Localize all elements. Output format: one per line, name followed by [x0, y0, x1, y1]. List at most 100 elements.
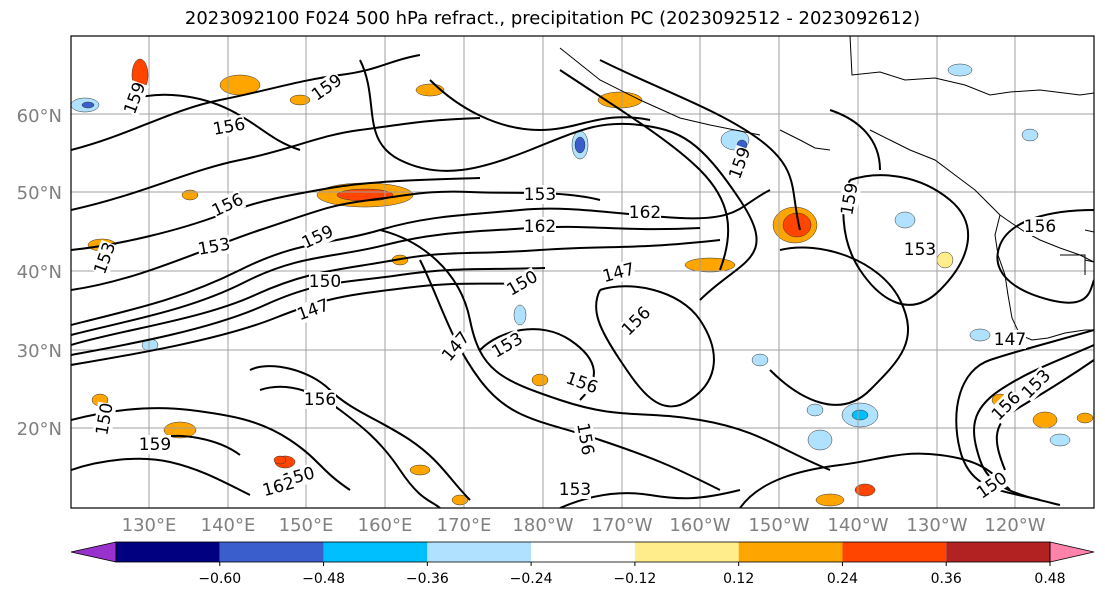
coastlines: [559, 36, 1094, 341]
contour-label-bg: [573, 421, 598, 457]
lon-label-150w: 150°W: [748, 515, 809, 536]
precip-patch: [806, 403, 824, 417]
contour-label-bg: [994, 330, 1026, 349]
contour-label: 162: [629, 203, 661, 223]
colorbar-cell: [427, 542, 532, 562]
colorbar-frame: [115, 541, 1051, 563]
colorbar-tick-label: 0.36: [931, 571, 962, 587]
contour-label-bg: [503, 267, 541, 300]
precip-patch: [531, 373, 549, 387]
contour-label-bg: [196, 234, 232, 259]
lon-label-120w: 120°W: [984, 515, 1045, 536]
contour-label-bg: [629, 203, 661, 222]
colorbar-tick-label: 0.48: [1034, 571, 1065, 587]
colorbar-cell: [842, 542, 947, 562]
contour-label-bg: [1024, 217, 1056, 236]
lon-label-140w: 140°W: [827, 515, 888, 536]
colorbar-tick-label: −0.60: [198, 571, 241, 587]
contour-label-bg: [304, 390, 336, 409]
contour-label: 159: [139, 435, 171, 455]
lon-label-140e: 140°E: [201, 515, 256, 536]
precip-patch: [513, 304, 527, 326]
precip-patch: [1032, 411, 1058, 429]
lon-label-170e: 170°E: [437, 515, 492, 536]
map-panel: 1591591561531561591501471531621621591531…: [70, 35, 1095, 509]
contour-label-bg: [260, 473, 297, 501]
contour-label-bg: [299, 221, 337, 253]
lat-label-30n: 30°N: [17, 341, 62, 362]
precip-patch: [574, 136, 586, 154]
colorbar-tick-label: −0.48: [302, 571, 345, 587]
lon-label-160e: 160°E: [358, 515, 413, 536]
contour-label-bg: [563, 368, 601, 398]
contour-lines: [71, 54, 1094, 508]
colorbar: −0.60 −0.48 −0.36 −0.24 −0.12 0.12 0.24 0.36 0.4…: [70, 541, 1095, 587]
contour-label-bg: [308, 70, 346, 105]
colorbar-arrow-max: [1049, 541, 1095, 563]
contour-label-bg: [139, 435, 171, 454]
contour-label-bg: [309, 272, 341, 291]
contour-label-bg: [988, 388, 1025, 425]
colorbar-tick-label: −0.12: [613, 571, 656, 587]
contour-label-bg: [294, 295, 332, 325]
contour-label-bg: [600, 259, 637, 287]
precip-patch: [289, 94, 311, 106]
precip-patch: [936, 251, 954, 269]
precip-patch: [409, 464, 431, 476]
colorbar-tick-label: 0.12: [723, 571, 754, 587]
contour-label: 153: [904, 240, 936, 260]
precip-patch: [751, 353, 769, 367]
lon-axis: 130°E 140°E 150°E 160°E 170°E 180°W 170°…: [122, 515, 1046, 536]
lat-label-40n: 40°N: [17, 262, 62, 283]
contour-label-bg: [559, 480, 591, 499]
contour-label: 162: [524, 217, 556, 237]
precip-patch: [684, 257, 736, 273]
precip-patch: [1076, 412, 1094, 424]
precip-patch: [815, 493, 845, 507]
colorbar-tick-label: −0.24: [510, 571, 553, 587]
lon-label-170w: 170°W: [591, 515, 652, 536]
contour-label-bg: [618, 303, 655, 340]
precip-patch: [851, 409, 869, 421]
colorbar-tick-label: 0.24: [827, 571, 858, 587]
colorbar-cell: [634, 542, 739, 562]
contour-label-bg: [209, 189, 247, 221]
precip-patch: [273, 455, 287, 465]
contour-label-bg: [725, 144, 755, 182]
colorbar-tick-label: −0.36: [406, 571, 449, 587]
lon-label-130w: 130°W: [906, 515, 967, 536]
lat-label-50n: 50°N: [17, 183, 62, 204]
lat-axis: 60°N 50°N 40°N 30°N 20°N: [17, 106, 62, 440]
precip-patch: [1021, 128, 1039, 142]
lat-label-60n: 60°N: [17, 106, 62, 127]
lon-label-180w: 180°W: [512, 515, 573, 536]
contour-label-bg: [837, 181, 862, 217]
precip-patch: [947, 63, 973, 77]
colorbar-cell: [946, 542, 1050, 562]
colorbar-cell: [219, 542, 324, 562]
precip-patch: [969, 328, 991, 342]
contour-label-bg: [120, 79, 150, 117]
contour-label-bg: [488, 329, 526, 362]
contour-label-bg: [211, 114, 247, 139]
precip-patch: [81, 101, 95, 109]
contour-label: 153: [524, 185, 556, 205]
colorbar-cell: [738, 542, 843, 562]
contour-label-bg: [438, 328, 474, 365]
contour-label-bg: [904, 240, 936, 259]
contour-label: 150: [309, 272, 341, 292]
contour-label-bg: [90, 239, 120, 277]
contour-label: 156: [1024, 217, 1056, 237]
precip-patch: [807, 429, 833, 451]
lon-label-160w: 160°W: [669, 515, 730, 536]
lon-label-130e: 130°E: [122, 515, 177, 536]
precip-patch: [854, 483, 876, 497]
contour-label-bg: [1018, 366, 1055, 403]
precip-patch: [894, 211, 916, 229]
contour-label-bg: [92, 401, 117, 437]
colorbar-cell: [116, 542, 220, 562]
contour-label: 147: [994, 330, 1026, 350]
lat-label-20n: 20°N: [17, 419, 62, 440]
map-frame: [70, 35, 1095, 509]
